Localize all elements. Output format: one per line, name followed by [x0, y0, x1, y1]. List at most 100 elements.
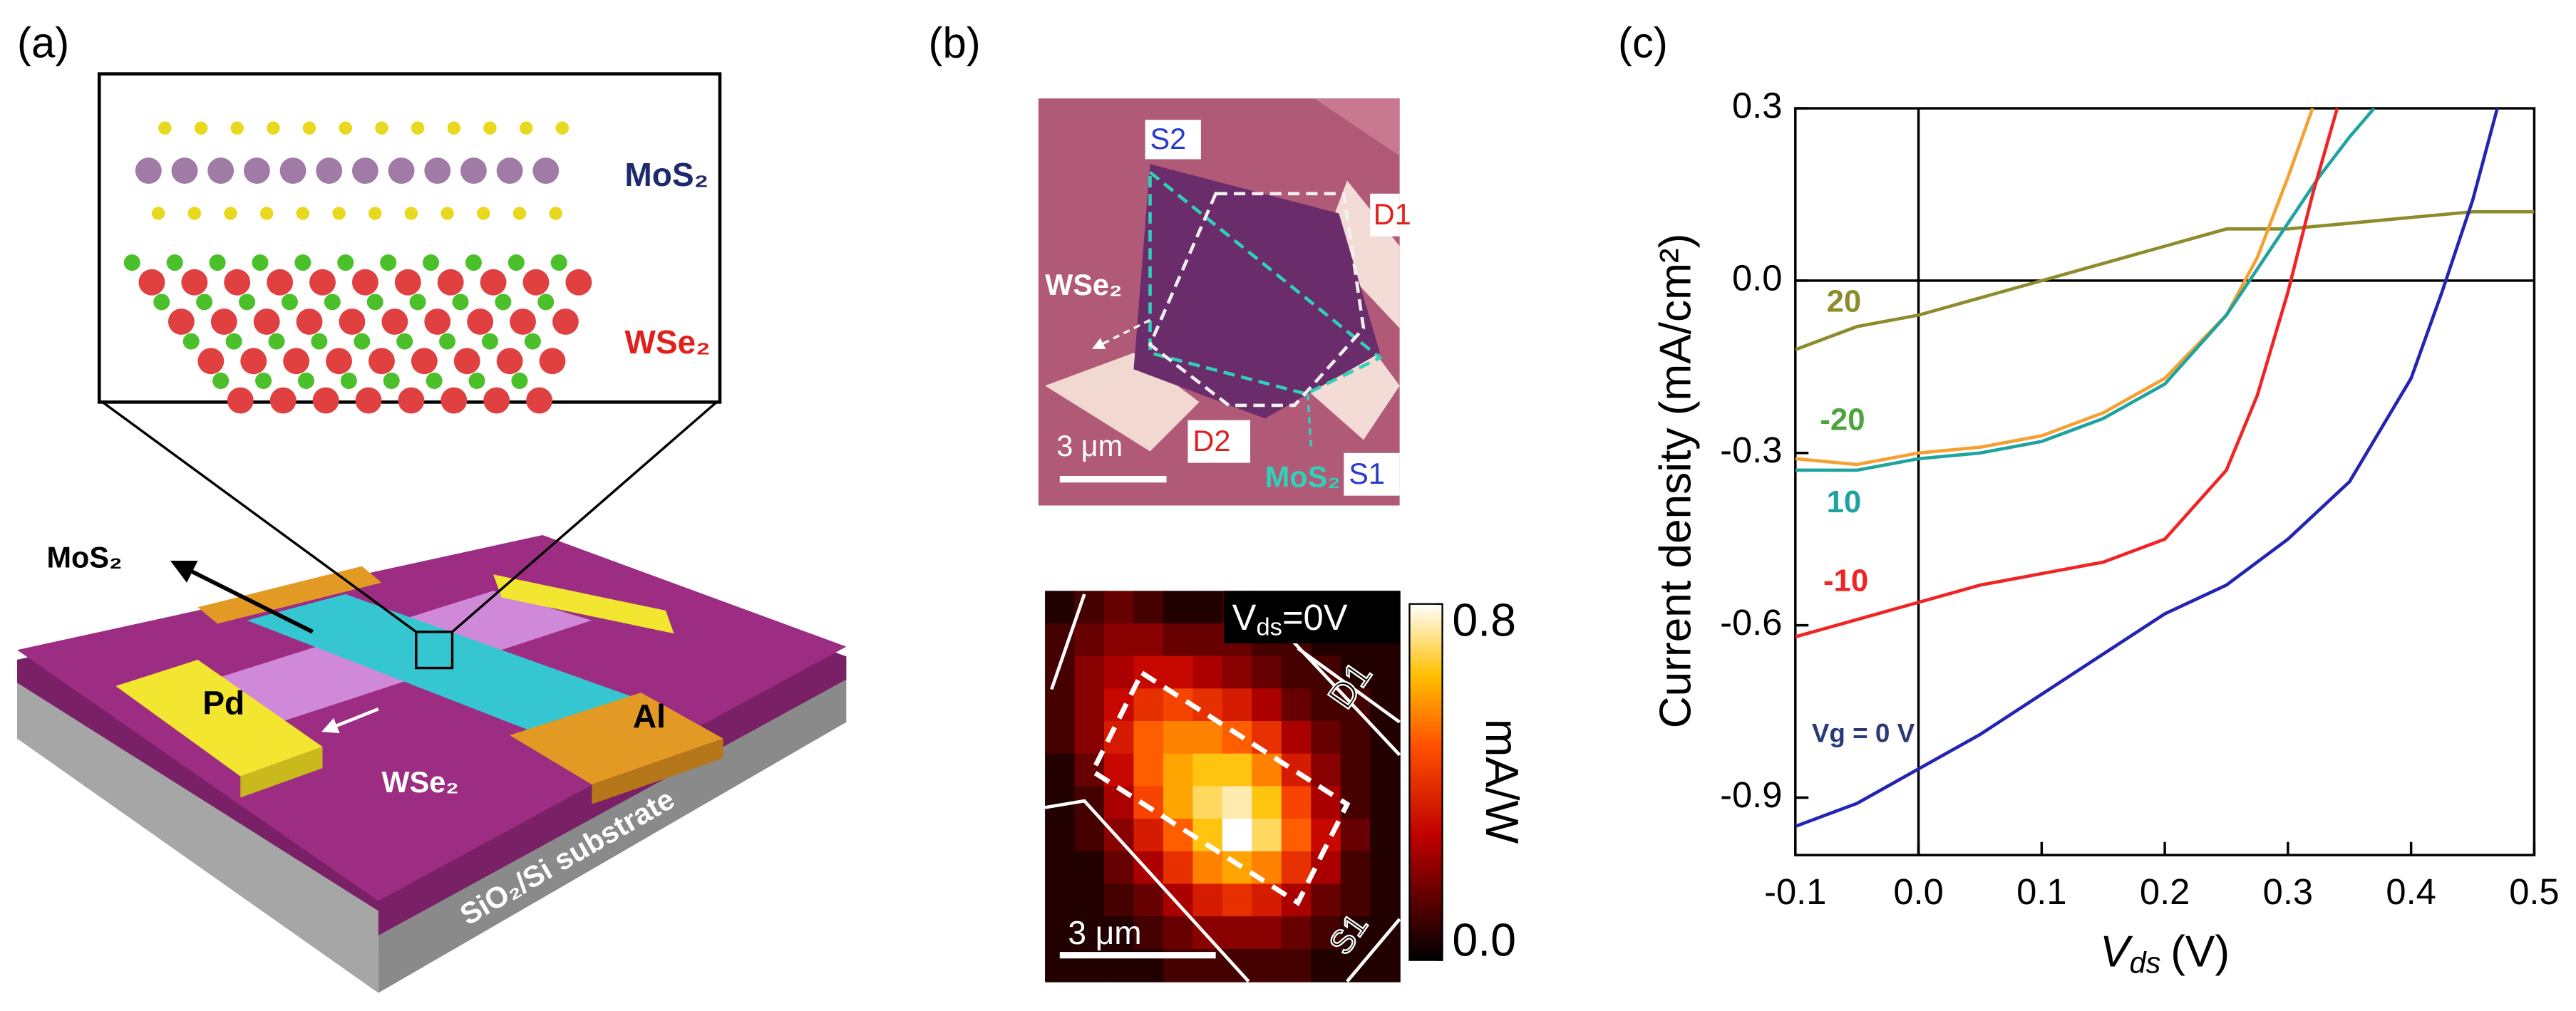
- atom: [439, 333, 456, 350]
- atom: [398, 387, 425, 414]
- map-pixel: [1222, 916, 1253, 950]
- atom: [550, 254, 567, 271]
- y-tick-label: 0.0: [1732, 257, 1782, 298]
- atom: [181, 269, 208, 296]
- chart: -0.1 0.0 0.1 0.2 0.3 0.4 0.5 0.3 0.0 -0.3 -0.6 -0.9…: [1720, 85, 2560, 911]
- atom: [369, 348, 395, 375]
- series-line: [1795, 108, 2499, 829]
- colorbar-label: mA/W: [1476, 719, 1527, 844]
- x-tick-label: 0.3: [2263, 871, 2313, 912]
- map-pixel: [1281, 948, 1312, 983]
- atom: [153, 294, 170, 311]
- atom: [171, 157, 198, 184]
- map-pixel: [1133, 786, 1165, 820]
- map-pixel: [1045, 623, 1076, 657]
- map-pixel: [1163, 623, 1194, 657]
- map-pixel: [1104, 916, 1135, 950]
- atom: [281, 294, 298, 311]
- map-pixel: [1340, 721, 1371, 755]
- atom: [510, 309, 536, 335]
- map-pixel: [1281, 688, 1312, 722]
- map-pixel: [1311, 883, 1341, 918]
- map-pixel: [1252, 688, 1282, 722]
- series-line: [1795, 108, 2339, 639]
- atom: [212, 372, 230, 389]
- map-pixel: [1163, 786, 1194, 820]
- map-pixel: [1045, 753, 1076, 787]
- map-pixel: [1222, 688, 1253, 722]
- map-pixel: [1074, 851, 1106, 885]
- atom: [207, 157, 235, 184]
- map-pixel: [1252, 948, 1282, 983]
- map-pixel: [1311, 916, 1341, 950]
- atom: [512, 207, 527, 220]
- series-line: [1795, 108, 2314, 467]
- atom: [332, 207, 346, 220]
- atom: [296, 309, 323, 335]
- atom: [294, 254, 311, 271]
- atom: [508, 254, 525, 271]
- map-pixel: [1104, 851, 1135, 885]
- atom: [496, 157, 523, 184]
- map-pixel: [1074, 721, 1106, 755]
- atom: [351, 157, 378, 184]
- atom: [324, 294, 341, 311]
- atom: [404, 207, 418, 220]
- atom: [302, 121, 316, 135]
- atom: [483, 387, 510, 414]
- inset-label: MoS₂: [624, 156, 709, 193]
- atom: [283, 348, 310, 375]
- map-pixel: [1340, 851, 1371, 885]
- atom: [465, 254, 482, 271]
- atom: [375, 121, 388, 135]
- map-pixel: [1222, 883, 1253, 918]
- atom: [388, 157, 415, 184]
- map-pixel: [1370, 819, 1401, 852]
- atom: [511, 372, 528, 389]
- map-pixel: [1281, 851, 1312, 885]
- map-pixel: [1192, 916, 1224, 950]
- atom: [255, 372, 272, 389]
- atom: [441, 207, 454, 220]
- map-pixel: [1340, 948, 1371, 983]
- bias-label: Vds=0V: [1232, 597, 1348, 641]
- x-tick-label: -0.1: [1764, 871, 1826, 912]
- map-pixel: [1074, 688, 1106, 722]
- atom: [253, 309, 280, 335]
- atom: [539, 348, 566, 375]
- atom: [269, 387, 297, 414]
- atom: [424, 157, 451, 184]
- atom: [337, 254, 354, 271]
- map-pixel: [1192, 655, 1224, 690]
- layer-label: MoS₂: [1265, 460, 1341, 494]
- map-pixel: [1252, 916, 1282, 950]
- map-pixel: [1340, 883, 1371, 918]
- map-pixel: [1045, 721, 1076, 755]
- map-pixel: [1133, 623, 1165, 657]
- x-axis-label: Vds (V): [2100, 928, 2230, 979]
- series-label: 10: [1827, 484, 1862, 519]
- map-pixel: [1370, 786, 1401, 820]
- map-pixel: [1133, 688, 1165, 722]
- map-pixel: [1311, 753, 1341, 787]
- map-pixel: [1311, 721, 1341, 755]
- x-tick-label: 0.4: [2386, 871, 2436, 912]
- atom: [552, 309, 579, 335]
- atom: [394, 269, 421, 296]
- scale-bar-label: 3 μm: [1056, 429, 1123, 462]
- atom: [524, 333, 541, 350]
- atom: [411, 121, 425, 135]
- x-tick-label: 0.1: [2016, 871, 2066, 912]
- map-pixel: [1104, 623, 1135, 657]
- atom: [326, 348, 352, 375]
- map-pixel: [1281, 916, 1312, 950]
- map-pixel: [1222, 819, 1253, 852]
- atom: [239, 294, 256, 311]
- atom: [151, 207, 165, 220]
- map-pixel: [1370, 883, 1401, 918]
- series-label: -10: [1823, 563, 1868, 598]
- map-pixel: [1340, 819, 1371, 852]
- y-axis-label: Current density (mA/cm²): [1652, 234, 1701, 729]
- atom: [522, 269, 550, 296]
